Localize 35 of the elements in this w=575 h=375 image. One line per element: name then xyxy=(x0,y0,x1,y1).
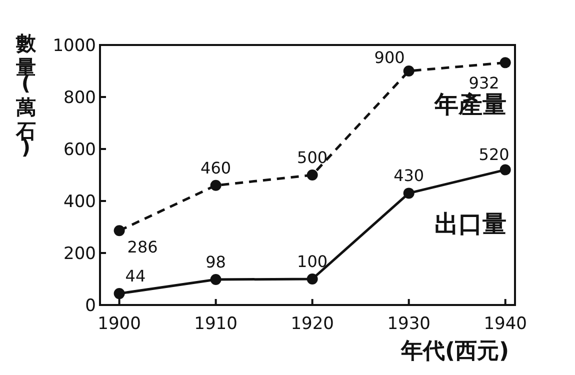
data-label: 500 xyxy=(297,148,328,167)
y-tick-label: 0 xyxy=(85,296,96,316)
x-tick-label: 1920 xyxy=(290,314,334,334)
series-label: 年產量 xyxy=(433,90,506,119)
point xyxy=(403,66,414,76)
point xyxy=(114,225,125,236)
x-tick-label: 1940 xyxy=(484,314,527,334)
data-label: 100 xyxy=(297,252,328,271)
x-tick-label: 1930 xyxy=(387,314,430,334)
y-tick-label: 400 xyxy=(64,192,96,212)
y-tick-label: 1000 xyxy=(52,36,96,56)
point xyxy=(500,57,511,68)
y-tick-label: 600 xyxy=(64,140,96,160)
point xyxy=(114,288,125,300)
x-tick-label: 1910 xyxy=(194,314,238,334)
x-tick-label: 1900 xyxy=(98,314,141,334)
point xyxy=(210,180,222,191)
point xyxy=(500,164,511,176)
data-label: 460 xyxy=(200,158,232,178)
y-tick-label: 200 xyxy=(64,244,96,264)
data-label: 430 xyxy=(394,166,424,186)
data-label: 520 xyxy=(478,144,510,164)
data-label: 98 xyxy=(206,252,226,272)
point xyxy=(306,274,318,284)
point xyxy=(306,170,318,180)
data-label: 900 xyxy=(374,48,405,67)
point xyxy=(210,274,222,286)
point xyxy=(403,188,414,199)
y-axis-title: 數量(萬石) xyxy=(15,31,37,159)
data-label: 44 xyxy=(125,266,146,286)
series-label: 出口量 xyxy=(434,210,506,238)
data-label: 286 xyxy=(127,238,158,257)
y-tick-label: 800 xyxy=(64,88,96,108)
data-label: 932 xyxy=(468,74,500,93)
x-axis-title: 年代(西元) xyxy=(400,339,510,364)
